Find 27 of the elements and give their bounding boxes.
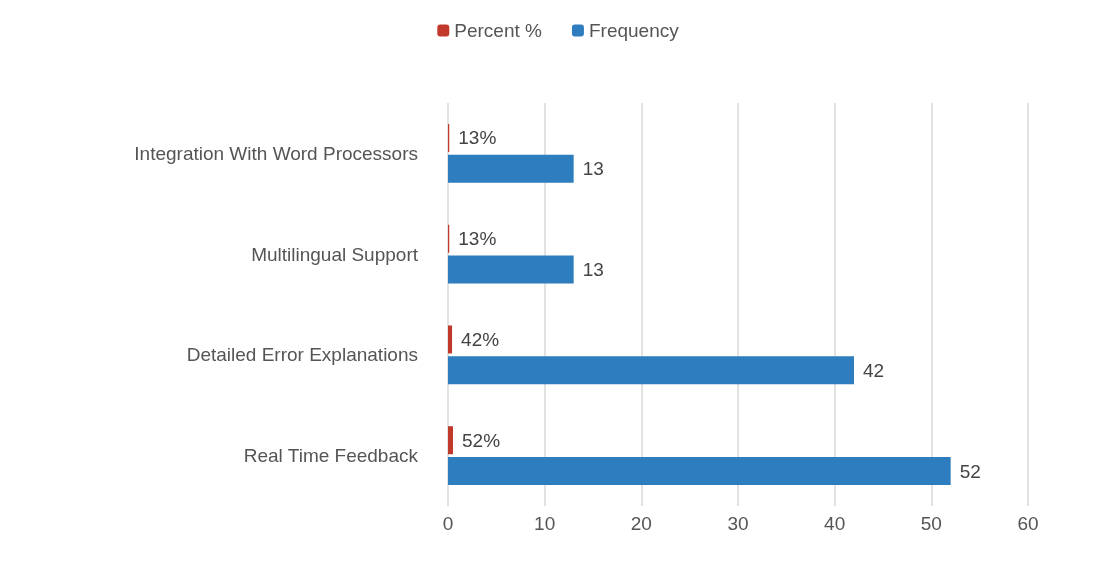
data-label: 13% <box>458 228 497 250</box>
y-tick-label: Real Time Feedback <box>243 445 419 467</box>
data-label: 42 <box>863 359 885 381</box>
data-label: 13 <box>582 158 604 180</box>
x-tick-label: 0 <box>442 513 454 534</box>
x-tick-label: 20 <box>630 513 652 534</box>
bar <box>448 325 453 354</box>
legend-label: Frequency <box>588 20 680 41</box>
x-tick-label: 60 <box>1017 513 1039 534</box>
data-label: 13% <box>458 127 497 149</box>
x-tick-label: 30 <box>727 513 749 534</box>
y-tick-label: Multilingual Support <box>251 243 419 265</box>
bar <box>448 457 951 486</box>
data-label: 52% <box>462 429 501 451</box>
bar <box>448 255 574 284</box>
legend-label: Percent % <box>454 20 543 41</box>
x-tick-label: 40 <box>824 513 846 534</box>
x-tick-label: 50 <box>920 513 942 534</box>
bar <box>448 356 854 385</box>
data-label: 42% <box>461 328 500 350</box>
data-label: 13 <box>582 259 604 281</box>
data-label: 52 <box>959 460 981 482</box>
y-tick-label: Detailed Error Explanations <box>186 344 418 366</box>
y-tick-label: Integration With Word Processors <box>134 142 418 164</box>
x-tick-label: 10 <box>534 513 556 534</box>
bar <box>448 154 574 183</box>
bar <box>448 426 454 455</box>
